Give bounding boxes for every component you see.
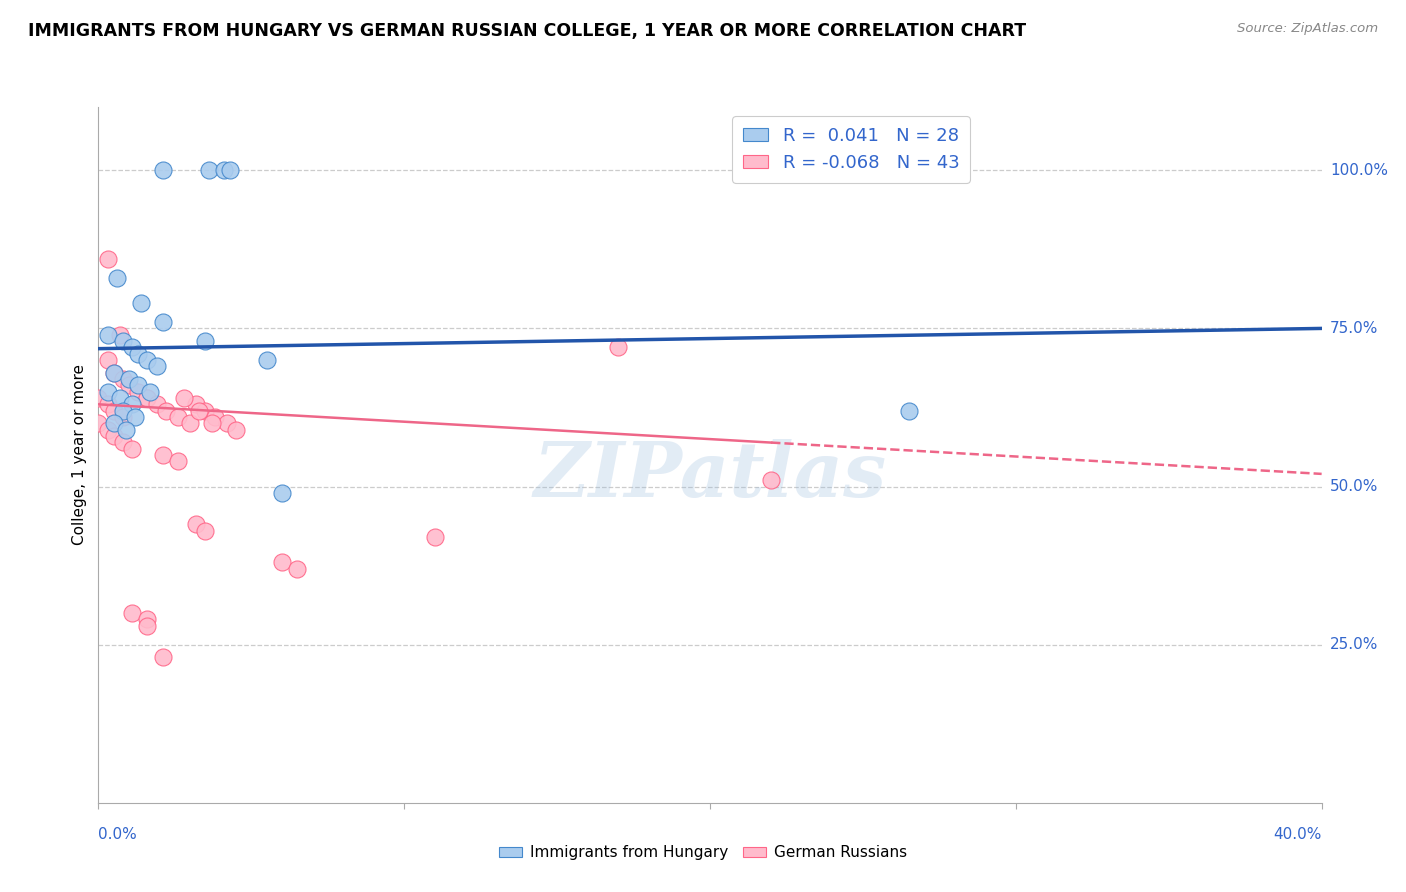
Point: [270, 486, 292, 500]
Point: [136, 612, 159, 626]
Point: [152, 163, 174, 178]
Point: [129, 296, 152, 310]
Text: 40.0%: 40.0%: [1274, 827, 1322, 841]
Point: [87, 417, 110, 431]
Point: [197, 163, 219, 178]
Point: [225, 423, 247, 437]
Point: [423, 530, 446, 544]
Point: [139, 384, 162, 399]
Point: [115, 423, 138, 437]
Point: [118, 378, 141, 392]
Point: [136, 391, 159, 405]
Point: [270, 556, 292, 570]
Point: [111, 334, 134, 348]
Point: [103, 366, 125, 380]
Point: [97, 353, 120, 368]
Point: [121, 606, 143, 620]
Point: [124, 409, 146, 424]
Point: [219, 163, 242, 178]
Point: [759, 473, 782, 487]
Point: [111, 409, 134, 424]
Point: [108, 327, 131, 342]
Text: 75.0%: 75.0%: [1330, 321, 1378, 336]
Point: [97, 397, 120, 411]
Legend: Immigrants from Hungary, German Russians: Immigrants from Hungary, German Russians: [494, 839, 912, 866]
Point: [127, 347, 149, 361]
Point: [607, 340, 630, 354]
Point: [179, 417, 201, 431]
Point: [186, 397, 208, 411]
Point: [103, 366, 125, 380]
Point: [145, 359, 167, 374]
Point: [897, 403, 920, 417]
Point: [194, 334, 217, 348]
Point: [285, 562, 308, 576]
Point: [105, 270, 128, 285]
Point: [152, 448, 174, 462]
Point: [127, 378, 149, 392]
Point: [194, 403, 217, 417]
Point: [111, 435, 134, 450]
Point: [103, 429, 125, 443]
Legend: R =  0.041   N = 28, R = -0.068   N = 43: R = 0.041 N = 28, R = -0.068 N = 43: [733, 116, 970, 183]
Point: [173, 391, 195, 405]
Text: 50.0%: 50.0%: [1330, 479, 1378, 494]
Point: [87, 391, 110, 405]
Point: [167, 454, 190, 468]
Point: [256, 353, 278, 368]
Point: [212, 163, 235, 178]
Point: [121, 442, 143, 456]
Point: [127, 384, 149, 399]
Point: [103, 403, 125, 417]
Point: [194, 524, 217, 538]
Point: [118, 372, 141, 386]
Point: [145, 397, 167, 411]
Point: [97, 384, 120, 399]
Point: [121, 340, 143, 354]
Point: [188, 403, 211, 417]
Point: [111, 372, 134, 386]
Point: [167, 409, 190, 424]
Point: [136, 353, 159, 368]
Point: [186, 517, 208, 532]
Text: 100.0%: 100.0%: [1330, 163, 1388, 178]
Point: [136, 391, 159, 405]
Point: [103, 417, 125, 431]
Y-axis label: College, 1 year or more: College, 1 year or more: [72, 365, 87, 545]
Point: [204, 409, 226, 424]
Point: [97, 252, 120, 266]
Text: 25.0%: 25.0%: [1330, 637, 1378, 652]
Text: Source: ZipAtlas.com: Source: ZipAtlas.com: [1237, 22, 1378, 36]
Point: [215, 417, 238, 431]
Point: [152, 650, 174, 665]
Text: ZIPatlas: ZIPatlas: [533, 439, 887, 513]
Point: [121, 397, 143, 411]
Point: [111, 403, 134, 417]
Point: [200, 417, 222, 431]
Point: [97, 327, 120, 342]
Text: IMMIGRANTS FROM HUNGARY VS GERMAN RUSSIAN COLLEGE, 1 YEAR OR MORE CORRELATION CH: IMMIGRANTS FROM HUNGARY VS GERMAN RUSSIA…: [28, 22, 1026, 40]
Point: [152, 315, 174, 329]
Point: [108, 391, 131, 405]
Point: [97, 423, 120, 437]
Point: [155, 403, 177, 417]
Text: 0.0%: 0.0%: [98, 827, 138, 841]
Point: [136, 618, 159, 632]
